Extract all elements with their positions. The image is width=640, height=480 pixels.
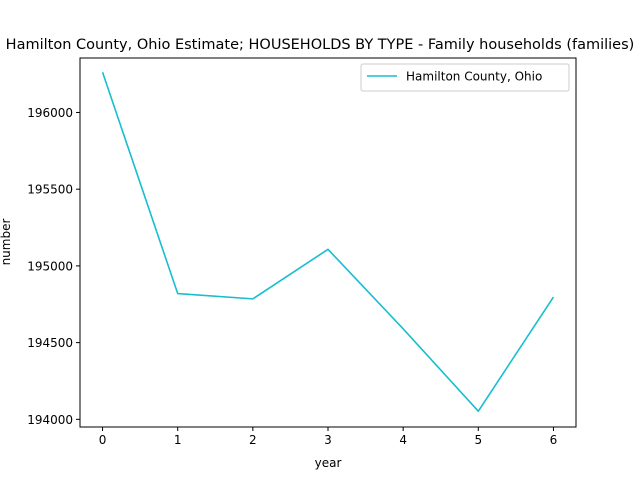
x-tick-label: 4	[399, 433, 407, 447]
x-tick-label: 0	[99, 433, 107, 447]
plot-frame	[79, 57, 577, 428]
chart-title: Hamilton County, Ohio Estimate; HOUSEHOL…	[6, 37, 635, 53]
x-tick-label: 5	[474, 433, 482, 447]
series-line	[101, 72, 555, 412]
series-layer	[101, 72, 555, 412]
x-tick-label: 1	[174, 433, 182, 447]
y-tick-label: 195000	[27, 259, 73, 273]
y-axis-label: number	[0, 219, 13, 266]
y-tick-label: 194500	[27, 336, 73, 350]
x-tick-label: 3	[324, 433, 332, 447]
x-tick-label: 2	[249, 433, 257, 447]
legend-label: Hamilton County, Ohio	[406, 70, 542, 84]
y-tick-label: 194000	[27, 413, 73, 427]
legend: Hamilton County, Ohio	[360, 63, 570, 92]
y-tick-label: 195500	[27, 183, 73, 197]
plot-area	[80, 58, 576, 427]
y-axis: 194000 194500 195000 195500 196000	[27, 106, 80, 427]
legend-box	[360, 63, 570, 92]
x-tick-label: 6	[550, 433, 558, 447]
x-axis: 0 1 2 3 4 5 6	[99, 427, 558, 447]
y-tick-label: 196000	[27, 106, 73, 120]
x-axis-label: year	[315, 456, 342, 470]
